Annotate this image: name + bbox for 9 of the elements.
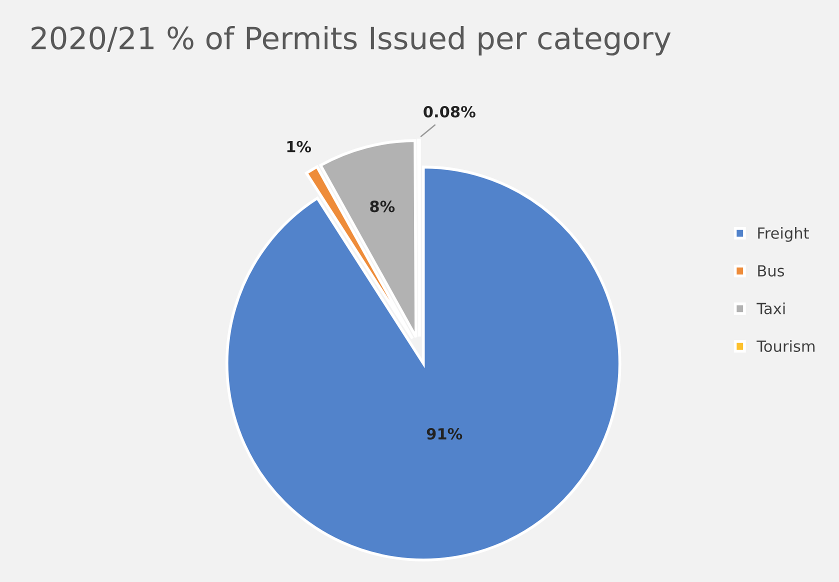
data-label: 0.08% — [424, 106, 476, 118]
data-label: 8% — [370, 200, 395, 212]
legend-label: Taxi — [756, 302, 785, 314]
legend-label: Freight — [758, 227, 809, 242]
legend-label: Tourism — [756, 340, 815, 352]
data-label: 1% — [287, 140, 312, 152]
data-label: 91% — [426, 428, 462, 440]
chart-title: 2020/21 % of Permits Issued per category — [32, 26, 671, 56]
legend-label: Bus — [758, 265, 784, 277]
